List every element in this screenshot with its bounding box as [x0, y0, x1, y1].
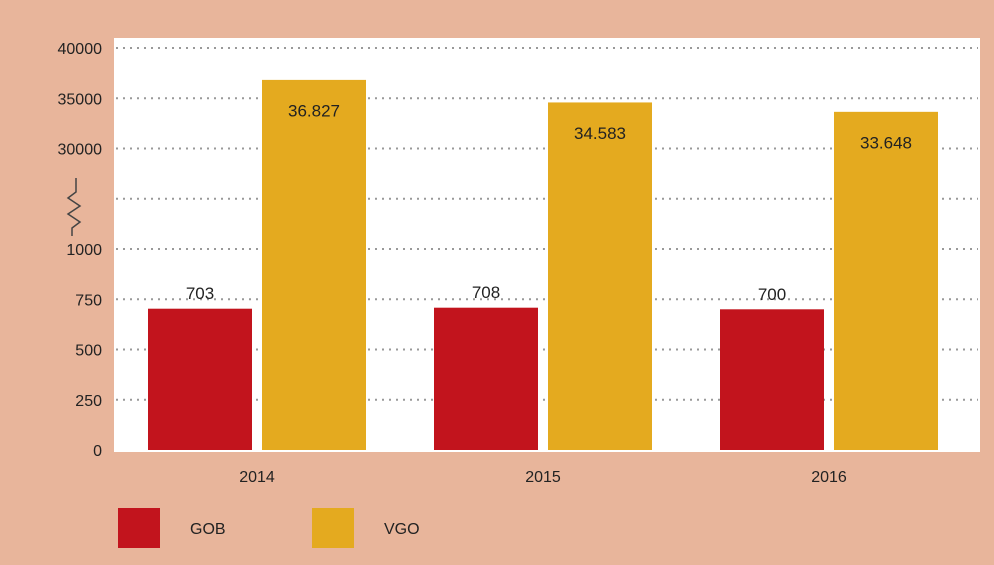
y-tick-label: 30000 [58, 142, 103, 159]
axis-break-symbol [66, 178, 82, 236]
bar [262, 79, 366, 451]
bar [720, 309, 824, 450]
y-tick-label: 750 [75, 292, 102, 309]
legend-swatch [118, 508, 160, 548]
data-label: 33.648 [860, 133, 912, 152]
y-tick-label: 500 [75, 343, 102, 360]
y-tick-label: 250 [75, 393, 102, 410]
y-tick-label: 35000 [58, 91, 103, 108]
y-tick-label: 1000 [66, 242, 102, 259]
legend-label: GOB [190, 521, 226, 538]
data-label: 36.827 [288, 101, 340, 120]
data-label: 703 [186, 284, 214, 303]
x-tick-label: 2016 [811, 469, 847, 486]
y-tick-label: 0 [93, 443, 102, 460]
bar [434, 307, 538, 450]
legend-label: VGO [384, 521, 420, 538]
data-label: 708 [472, 283, 500, 302]
y-tick-label: 40000 [58, 41, 103, 58]
x-tick-label: 2015 [525, 469, 561, 486]
data-label: 34.583 [574, 124, 626, 143]
bar [148, 308, 252, 450]
legend-swatch [312, 508, 354, 548]
bar [548, 102, 652, 450]
data-label: 700 [758, 285, 786, 304]
bar [834, 111, 938, 451]
x-tick-label: 2014 [239, 469, 275, 486]
